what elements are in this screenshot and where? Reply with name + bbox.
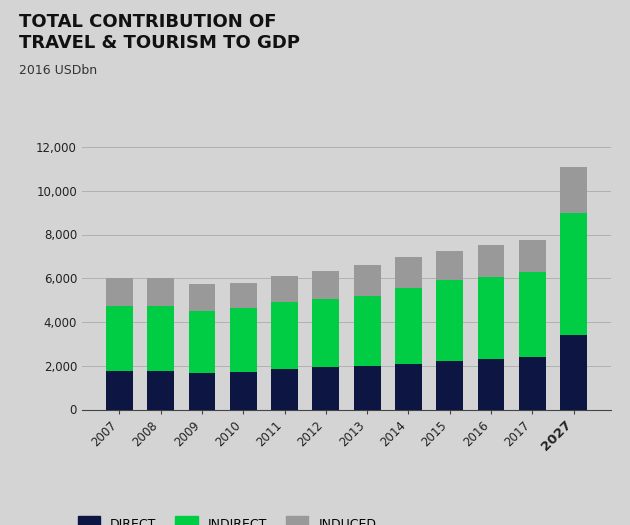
Bar: [478, 359, 505, 410]
Bar: [188, 373, 215, 410]
Bar: [230, 282, 256, 308]
Bar: [353, 296, 381, 366]
Bar: [106, 371, 133, 410]
Bar: [560, 167, 587, 213]
Bar: [312, 299, 340, 367]
Bar: [560, 335, 587, 410]
Bar: [519, 357, 546, 410]
Text: 2016 USDbn: 2016 USDbn: [19, 64, 97, 77]
Bar: [437, 280, 463, 361]
Bar: [312, 270, 340, 299]
Bar: [106, 278, 133, 306]
Legend: DIRECT, INDIRECT, INDUCED: DIRECT, INDIRECT, INDUCED: [77, 516, 376, 525]
Bar: [106, 306, 133, 371]
Text: TOTAL CONTRIBUTION OF: TOTAL CONTRIBUTION OF: [19, 13, 277, 31]
Bar: [478, 277, 505, 359]
Bar: [188, 311, 215, 373]
Bar: [519, 272, 546, 357]
Bar: [437, 361, 463, 410]
Bar: [271, 276, 298, 302]
Bar: [147, 306, 174, 371]
Bar: [395, 257, 422, 288]
Bar: [437, 251, 463, 280]
Bar: [353, 366, 381, 410]
Bar: [271, 369, 298, 410]
Bar: [188, 284, 215, 311]
Bar: [271, 302, 298, 369]
Bar: [230, 308, 256, 372]
Bar: [230, 372, 256, 410]
Bar: [395, 363, 422, 410]
Bar: [147, 371, 174, 410]
Text: TRAVEL & TOURISM TO GDP: TRAVEL & TOURISM TO GDP: [19, 34, 300, 52]
Bar: [519, 240, 546, 272]
Bar: [147, 278, 174, 306]
Bar: [478, 246, 505, 277]
Bar: [353, 265, 381, 296]
Bar: [560, 213, 587, 335]
Bar: [312, 367, 340, 410]
Bar: [395, 288, 422, 363]
